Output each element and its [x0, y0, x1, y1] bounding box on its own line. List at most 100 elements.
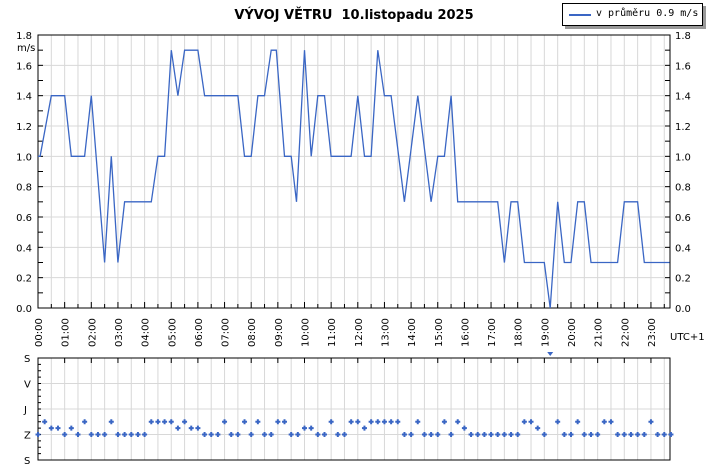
direction-point — [541, 432, 547, 437]
direction-point — [168, 419, 174, 425]
x-tick-label: 18:00 — [514, 318, 525, 347]
direction-point — [142, 432, 148, 437]
direction-point — [55, 425, 61, 431]
direction-point — [581, 432, 587, 437]
direction-point — [648, 419, 654, 425]
x-tick-label: 04:00 — [141, 318, 152, 347]
x-tick-label: 23:00 — [647, 318, 658, 347]
y-tick-label-left: 1.2 — [16, 122, 32, 133]
direction-point — [495, 432, 501, 437]
direction-point — [155, 419, 161, 425]
direction-point — [381, 419, 387, 425]
direction-label: V — [24, 380, 31, 391]
direction-point — [68, 425, 74, 431]
x-tick-label: 15:00 — [434, 318, 445, 347]
direction-point — [348, 419, 354, 425]
x-tick-label: 05:00 — [167, 318, 178, 347]
direction-point — [295, 432, 301, 437]
y-tick-label-right: 0.8 — [675, 183, 691, 194]
y-tick-label-left: 0.8 — [16, 183, 32, 194]
direction-point — [588, 432, 594, 437]
direction-point — [435, 432, 441, 437]
legend-label: v průměru 0.9 m/s — [596, 8, 699, 19]
x-tick-label: 07:00 — [221, 318, 232, 347]
y-tick-label-right: 1.2 — [675, 122, 691, 133]
direction-point — [202, 432, 208, 437]
direction-point — [188, 425, 194, 431]
direction-point — [668, 432, 674, 437]
direction-point — [361, 425, 367, 431]
direction-point — [222, 419, 228, 425]
y-tick-label-left: 0.2 — [16, 274, 32, 285]
y-tick-label-right: 0.6 — [675, 213, 691, 224]
direction-point — [568, 432, 574, 437]
x-tick-label: 19:00 — [540, 318, 551, 347]
y-tick-label-left: 1.0 — [16, 152, 32, 163]
direction-point — [521, 419, 527, 425]
direction-point — [235, 432, 241, 437]
direction-point — [195, 425, 201, 431]
direction-label: S — [24, 354, 30, 365]
x-tick-label: 22:00 — [620, 318, 631, 347]
direction-point — [35, 432, 41, 437]
legend-swatch — [569, 14, 591, 16]
direction-point — [388, 419, 394, 425]
x-tick-label: 12:00 — [354, 318, 365, 347]
x-tick-label: 08:00 — [247, 318, 258, 347]
direction-point — [242, 419, 248, 425]
x-tick-label: 03:00 — [114, 318, 125, 347]
direction-point — [328, 419, 334, 425]
direction-point — [215, 432, 221, 437]
direction-point — [528, 419, 534, 425]
direction-point — [441, 419, 447, 425]
direction-point — [122, 432, 128, 437]
direction-label: Z — [24, 431, 31, 442]
direction-point — [335, 432, 341, 437]
x-tick-label: 13:00 — [380, 318, 391, 347]
legend: v průměru 0.9 m/s — [562, 3, 703, 26]
direction-point — [248, 432, 254, 437]
min-marker-icon — [547, 352, 554, 356]
direction-point — [575, 419, 581, 425]
direction-point — [621, 432, 627, 437]
y-tick-label-left: 1.6 — [16, 61, 32, 72]
direction-point — [375, 419, 381, 425]
direction-point — [501, 432, 507, 437]
direction-point — [475, 432, 481, 437]
direction-point — [268, 432, 274, 437]
direction-point — [468, 432, 474, 437]
direction-point — [655, 432, 661, 437]
direction-point — [428, 432, 434, 437]
direction-point — [102, 432, 108, 437]
direction-point — [115, 432, 121, 437]
direction-point — [595, 432, 601, 437]
wind-speed-line — [38, 49, 670, 309]
direction-point — [282, 419, 288, 425]
direction-point — [148, 419, 154, 425]
direction-point — [315, 432, 321, 437]
direction-point — [628, 432, 634, 437]
direction-point — [162, 419, 168, 425]
direction-point — [308, 425, 314, 431]
direction-point — [175, 425, 181, 431]
x-tick-label: 14:00 — [407, 318, 418, 347]
direction-point — [208, 432, 214, 437]
direction-point — [515, 432, 521, 437]
direction-point — [508, 432, 514, 437]
x-axis-label: UTC+1 — [670, 332, 705, 343]
y-tick-label-right: 1.6 — [675, 61, 691, 72]
direction-point — [341, 432, 347, 437]
direction-point — [481, 432, 487, 437]
direction-point — [95, 432, 101, 437]
x-tick-label: 20:00 — [567, 318, 578, 347]
direction-point — [75, 432, 81, 437]
y-tick-label-right: 1.8 — [675, 31, 691, 42]
direction-point — [395, 419, 401, 425]
direction-point — [421, 432, 427, 437]
direction-point — [288, 432, 294, 437]
direction-point — [108, 419, 114, 425]
direction-point — [228, 432, 234, 437]
direction-point — [368, 419, 374, 425]
